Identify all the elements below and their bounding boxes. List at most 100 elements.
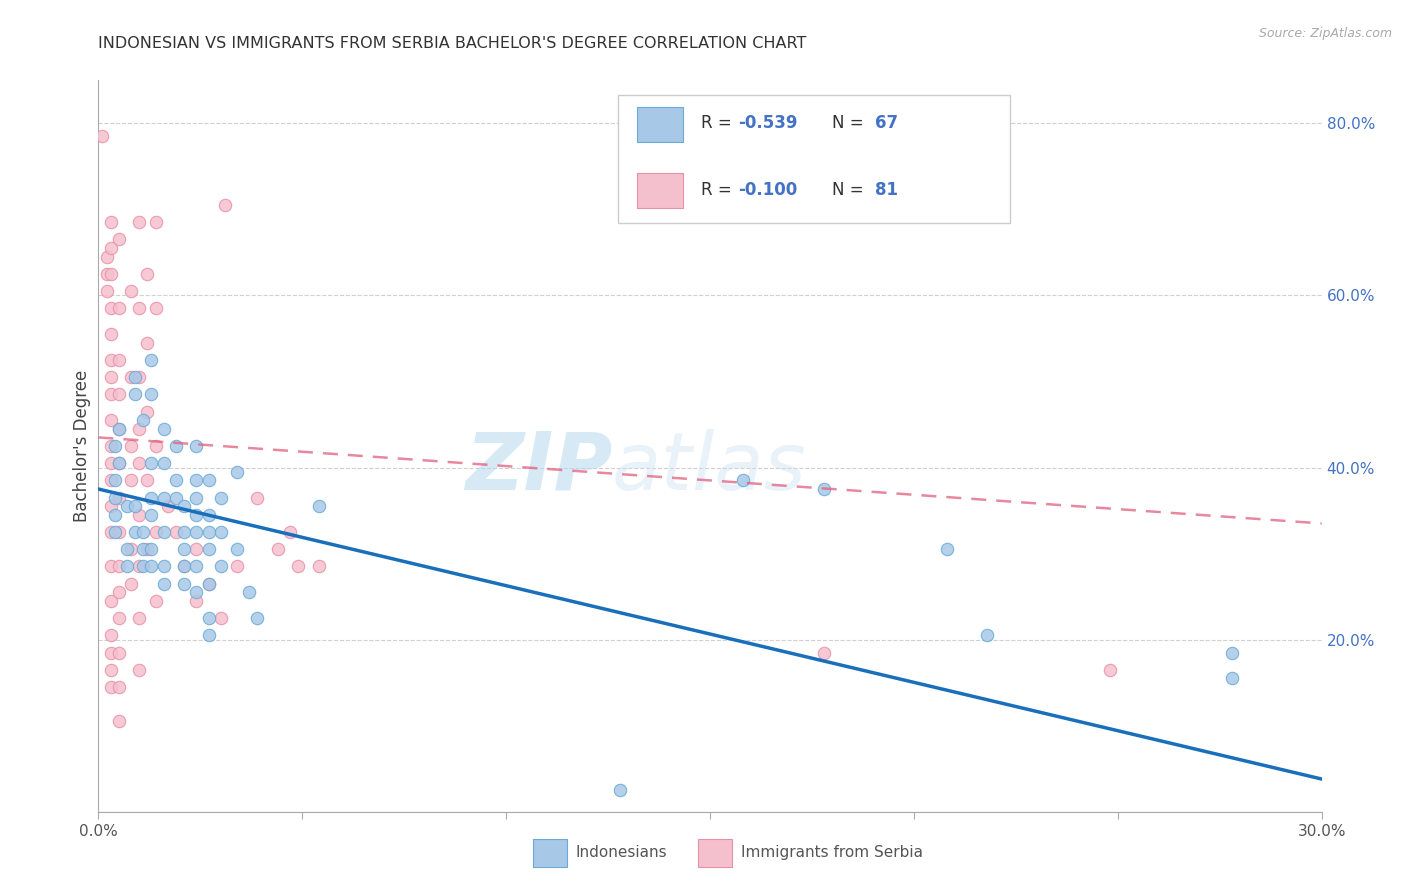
- Point: [226, 542, 249, 557]
- Text: N =: N =: [832, 113, 869, 132]
- Point: [124, 370, 146, 384]
- Point: [108, 611, 131, 625]
- Point: [100, 680, 122, 694]
- Point: [145, 524, 167, 539]
- Point: [145, 215, 167, 229]
- Point: [238, 585, 260, 599]
- Point: [132, 413, 155, 427]
- Point: [124, 387, 146, 401]
- Point: [278, 524, 301, 539]
- Text: INDONESIAN VS IMMIGRANTS FROM SERBIA BACHELOR'S DEGREE CORRELATION CHART: INDONESIAN VS IMMIGRANTS FROM SERBIA BAC…: [98, 36, 807, 51]
- FancyBboxPatch shape: [619, 95, 1010, 223]
- Point: [197, 611, 219, 625]
- Point: [246, 611, 269, 625]
- Point: [152, 524, 174, 539]
- Point: [104, 439, 127, 453]
- Point: [209, 559, 232, 574]
- Point: [197, 576, 219, 591]
- Point: [813, 482, 835, 496]
- Point: [145, 439, 167, 453]
- Point: [132, 559, 155, 574]
- Point: [100, 387, 122, 401]
- Point: [108, 714, 131, 729]
- Point: [115, 542, 138, 557]
- Point: [104, 474, 127, 488]
- Point: [731, 474, 754, 488]
- Point: [197, 508, 219, 522]
- Point: [96, 284, 118, 298]
- Point: [120, 576, 142, 591]
- Point: [156, 500, 179, 514]
- Point: [165, 474, 187, 488]
- Point: [108, 456, 131, 470]
- Point: [115, 559, 138, 574]
- Point: [136, 404, 159, 418]
- Point: [136, 542, 159, 557]
- Text: -0.100: -0.100: [738, 181, 797, 199]
- Point: [141, 387, 163, 401]
- Point: [976, 628, 998, 642]
- Text: 81: 81: [875, 181, 898, 199]
- Point: [186, 559, 208, 574]
- Point: [1220, 646, 1243, 660]
- Point: [100, 241, 122, 255]
- Bar: [697, 838, 733, 867]
- Point: [141, 559, 163, 574]
- Point: [108, 559, 131, 574]
- Point: [100, 474, 122, 488]
- Text: -0.539: -0.539: [738, 113, 797, 132]
- Point: [124, 524, 146, 539]
- Point: [100, 646, 122, 660]
- Point: [120, 439, 142, 453]
- Point: [165, 439, 187, 453]
- Point: [186, 474, 208, 488]
- Point: [186, 524, 208, 539]
- Point: [152, 456, 174, 470]
- Point: [100, 500, 122, 514]
- Point: [308, 500, 330, 514]
- Point: [186, 439, 208, 453]
- Point: [267, 542, 290, 557]
- Point: [246, 491, 269, 505]
- Point: [100, 413, 122, 427]
- Point: [108, 387, 131, 401]
- Point: [120, 284, 142, 298]
- Point: [186, 542, 208, 557]
- Text: 67: 67: [875, 113, 898, 132]
- Point: [226, 465, 249, 479]
- Point: [186, 585, 208, 599]
- Point: [173, 500, 195, 514]
- Point: [100, 594, 122, 608]
- Point: [108, 524, 131, 539]
- Point: [173, 524, 195, 539]
- Point: [100, 301, 122, 316]
- Bar: [637, 173, 683, 209]
- Point: [100, 559, 122, 574]
- Point: [132, 542, 155, 557]
- Point: [124, 500, 146, 514]
- Point: [128, 508, 150, 522]
- Point: [100, 267, 122, 281]
- Point: [100, 370, 122, 384]
- Point: [145, 594, 167, 608]
- Point: [136, 474, 159, 488]
- Point: [108, 680, 131, 694]
- Point: [141, 508, 163, 522]
- Point: [128, 456, 150, 470]
- Point: [173, 542, 195, 557]
- Bar: [533, 838, 567, 867]
- Point: [100, 524, 122, 539]
- Point: [813, 646, 835, 660]
- Point: [108, 232, 131, 246]
- Text: Immigrants from Serbia: Immigrants from Serbia: [741, 846, 922, 860]
- Point: [100, 663, 122, 677]
- Point: [173, 576, 195, 591]
- Text: Indonesians: Indonesians: [575, 846, 666, 860]
- Point: [104, 524, 127, 539]
- Point: [197, 474, 219, 488]
- Point: [108, 353, 131, 368]
- Point: [152, 559, 174, 574]
- Point: [173, 559, 195, 574]
- Point: [165, 491, 187, 505]
- Point: [186, 508, 208, 522]
